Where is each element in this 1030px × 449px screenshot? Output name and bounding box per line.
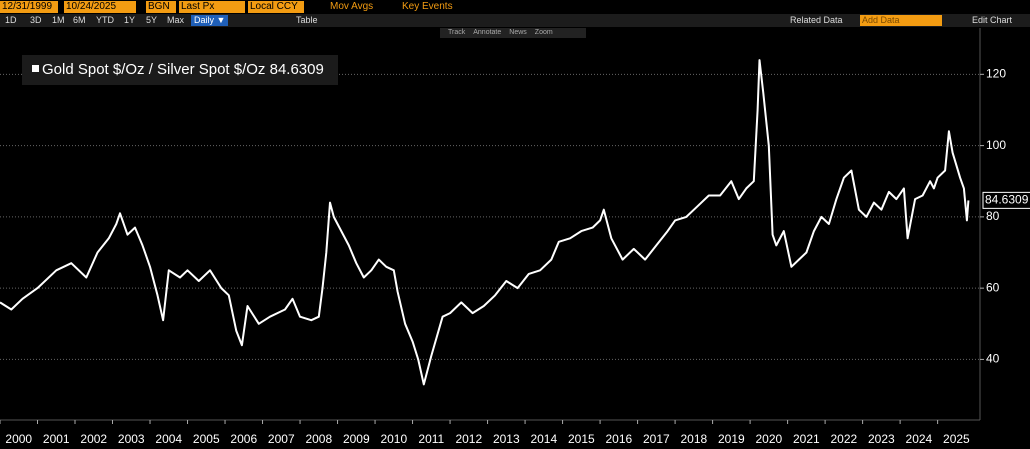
chart-tool[interactable]: News <box>509 29 527 36</box>
x-tick-label: 2010 <box>380 432 407 446</box>
y-tick-label: 60 <box>986 280 1000 294</box>
source[interactable]: BGN <box>146 1 176 13</box>
x-tick-label: 2022 <box>831 432 858 446</box>
x-tick-label: 2020 <box>755 432 782 446</box>
x-tick-label: 2006 <box>230 432 257 446</box>
range-button[interactable]: Max <box>167 15 185 25</box>
toolbar: 12/31/1999 10/24/2025 BGN Last Px Local … <box>0 0 1030 14</box>
legend: Gold Spot $/Oz / Silver Spot $/Oz 84.630… <box>22 55 338 85</box>
y-tick-label: 120 <box>986 66 1006 80</box>
add-data[interactable]: Add Data <box>860 15 942 26</box>
series-line <box>0 59 970 386</box>
x-tick-label: 2019 <box>718 432 745 446</box>
x-tick-label: 2015 <box>568 432 595 446</box>
x-tick-label: 2002 <box>80 432 107 446</box>
range-button[interactable]: YTD <box>96 15 114 25</box>
y-tick-label: 100 <box>986 138 1006 152</box>
x-tick-label: 2017 <box>643 432 670 446</box>
x-tick-label: 2008 <box>305 432 332 446</box>
x-tick-label: 2004 <box>155 432 182 446</box>
legend-label: Gold Spot $/Oz / Silver Spot $/Oz <box>42 61 266 78</box>
range-button[interactable]: 3D <box>30 15 42 25</box>
frequency[interactable]: Daily ▼ <box>191 15 229 26</box>
legend-swatch <box>32 65 39 72</box>
start-date[interactable]: 12/31/1999 <box>0 1 58 13</box>
x-tick-label: 2018 <box>680 432 707 446</box>
chart-tools: Track Annotate News Zoom <box>440 28 586 38</box>
field[interactable]: Last Px <box>179 1 245 13</box>
last-value-box <box>982 191 1030 209</box>
x-tick-label: 2021 <box>793 432 820 446</box>
chart-tool[interactable]: Annotate <box>473 29 502 36</box>
chart-tool[interactable]: Zoom <box>534 29 553 36</box>
range-button[interactable]: 1D <box>5 15 17 25</box>
y-tick-label: 40 <box>986 352 1000 366</box>
table-button[interactable]: Table <box>296 15 318 25</box>
x-tick-label: 2011 <box>418 432 444 446</box>
x-tick-label: 2016 <box>605 432 632 446</box>
x-tick-label: 2005 <box>193 432 220 446</box>
range-button[interactable]: 5Y <box>146 15 158 25</box>
end-date[interactable]: 10/24/2025 <box>64 1 136 13</box>
range-button[interactable]: 1M <box>52 15 65 25</box>
x-tick-label: 2001 <box>43 432 70 446</box>
x-tick-label: 2014 <box>530 432 557 446</box>
x-tick-label: 2007 <box>268 432 295 446</box>
currency[interactable]: Local CCY <box>248 1 304 13</box>
x-tick-label: 2000 <box>5 432 32 446</box>
legend-value: 84.6309 <box>269 61 324 78</box>
x-tick-label: 2024 <box>906 432 933 446</box>
related-data[interactable]: Related Data <box>790 15 843 25</box>
x-tick-label: 2012 <box>455 432 482 446</box>
edit-chart[interactable]: Edit Chart <box>972 15 1013 25</box>
range-bar: Daily ▼ Table Related Data Add Data Edit… <box>0 14 1030 27</box>
x-tick-label: 2009 <box>343 432 370 446</box>
x-tick-label: 2025 <box>943 432 970 446</box>
range-button[interactable]: 6M <box>73 15 86 25</box>
y-tick-label: 80 <box>986 209 1000 223</box>
range-button[interactable]: 1Y <box>124 15 136 25</box>
x-tick-label: 2013 <box>493 432 520 446</box>
last-value-label: 84.6309 <box>985 193 1029 207</box>
x-tick-label: 2023 <box>868 432 895 446</box>
chart-tool[interactable]: Track <box>448 29 466 36</box>
key-events[interactable]: Key Events <box>402 1 453 12</box>
mov-avgs[interactable]: Mov Avgs <box>330 1 374 12</box>
x-tick-label: 2003 <box>118 432 145 446</box>
